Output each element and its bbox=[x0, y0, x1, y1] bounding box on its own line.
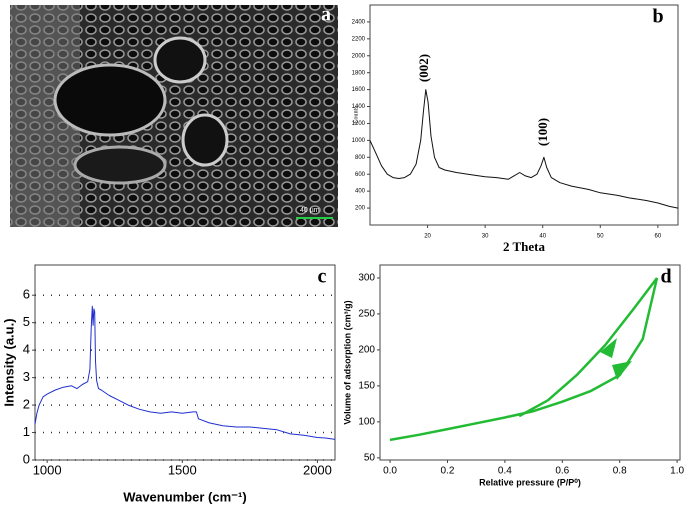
series-line bbox=[518, 277, 658, 418]
y-tick-label: 100 bbox=[358, 417, 375, 428]
x-tick-label: 60 bbox=[655, 234, 662, 240]
x-tick-label: 2000 bbox=[303, 462, 332, 477]
y-tick-label: 2200 bbox=[352, 36, 366, 42]
panel-label: b bbox=[652, 6, 663, 28]
x-tick-label: 0.6 bbox=[555, 466, 569, 477]
y-tick-label: 150 bbox=[358, 381, 375, 392]
x-tick-label: 1500 bbox=[168, 462, 197, 477]
plot-frame bbox=[369, 4, 679, 226]
y-axis-label: Volume of adsorption (cm³/g) bbox=[342, 300, 352, 424]
x-tick-label: 0.2 bbox=[441, 466, 455, 477]
y-tick-label: 3 bbox=[23, 369, 30, 384]
series-line bbox=[369, 89, 679, 209]
y-tick-label: 5 bbox=[23, 314, 30, 329]
y-tick-label: 2400 bbox=[352, 20, 366, 26]
y-tick-label: 200 bbox=[358, 345, 375, 356]
series-line bbox=[34, 305, 336, 440]
y-tick-label: 1200 bbox=[352, 121, 366, 127]
x-axis-label: 2 Theta bbox=[503, 239, 546, 254]
plot-frame bbox=[379, 264, 681, 461]
y-tick-label: 400 bbox=[355, 189, 366, 195]
plot-frame bbox=[34, 264, 336, 461]
y-tick-label: 200 bbox=[355, 206, 366, 212]
panel-label: c bbox=[318, 266, 327, 288]
y-tick-label: 4 bbox=[23, 342, 30, 357]
y-tick-label: 250 bbox=[358, 309, 375, 320]
x-tick-label: 1.0 bbox=[670, 466, 684, 477]
y-tick-label: 1800 bbox=[352, 70, 366, 76]
x-tick-label: 40 bbox=[539, 234, 546, 240]
x-tick-label: 1000 bbox=[33, 462, 62, 477]
x-tick-label: 0.8 bbox=[613, 466, 627, 477]
panel-label: d bbox=[660, 266, 671, 288]
sem-image bbox=[10, 5, 338, 227]
series-line bbox=[389, 277, 659, 442]
y-tick-label: 2 bbox=[23, 397, 30, 412]
x-tick-label: 30 bbox=[482, 234, 489, 240]
y-tick-label: 0 bbox=[23, 451, 30, 466]
y-tick-label: 6 bbox=[23, 287, 30, 302]
y-tick-label: 1400 bbox=[352, 104, 366, 110]
y-tick-label: 50 bbox=[364, 452, 376, 463]
x-axis-label: Relative pressure (P/P⁰) bbox=[479, 477, 581, 487]
y-tick-label: 600 bbox=[355, 172, 366, 178]
scale-bar-label: 40 µm bbox=[300, 207, 320, 214]
y-tick-label: 1 bbox=[23, 424, 30, 439]
y-axis-label: Intensity (a.u.) bbox=[1, 318, 16, 406]
annotation: (100) bbox=[535, 118, 550, 146]
x-axis-label: Wavenumber (cm⁻¹) bbox=[123, 489, 246, 504]
y-tick-label: 2000 bbox=[352, 53, 366, 59]
x-tick-label: 0.4 bbox=[498, 466, 512, 477]
panel-label: a bbox=[321, 4, 331, 26]
annotation: (002) bbox=[416, 54, 431, 82]
y-tick-label: 800 bbox=[355, 155, 366, 161]
x-tick-label: 20 bbox=[424, 234, 431, 240]
x-tick-label: 0.0 bbox=[383, 466, 397, 477]
y-tick-label: 1600 bbox=[352, 87, 366, 93]
arrow bbox=[600, 338, 617, 358]
y-tick-label: 1000 bbox=[352, 138, 366, 144]
y-tick-label: 300 bbox=[358, 273, 375, 284]
x-tick-label: 50 bbox=[597, 234, 604, 240]
y-axis-label: Counts bbox=[353, 106, 359, 124]
